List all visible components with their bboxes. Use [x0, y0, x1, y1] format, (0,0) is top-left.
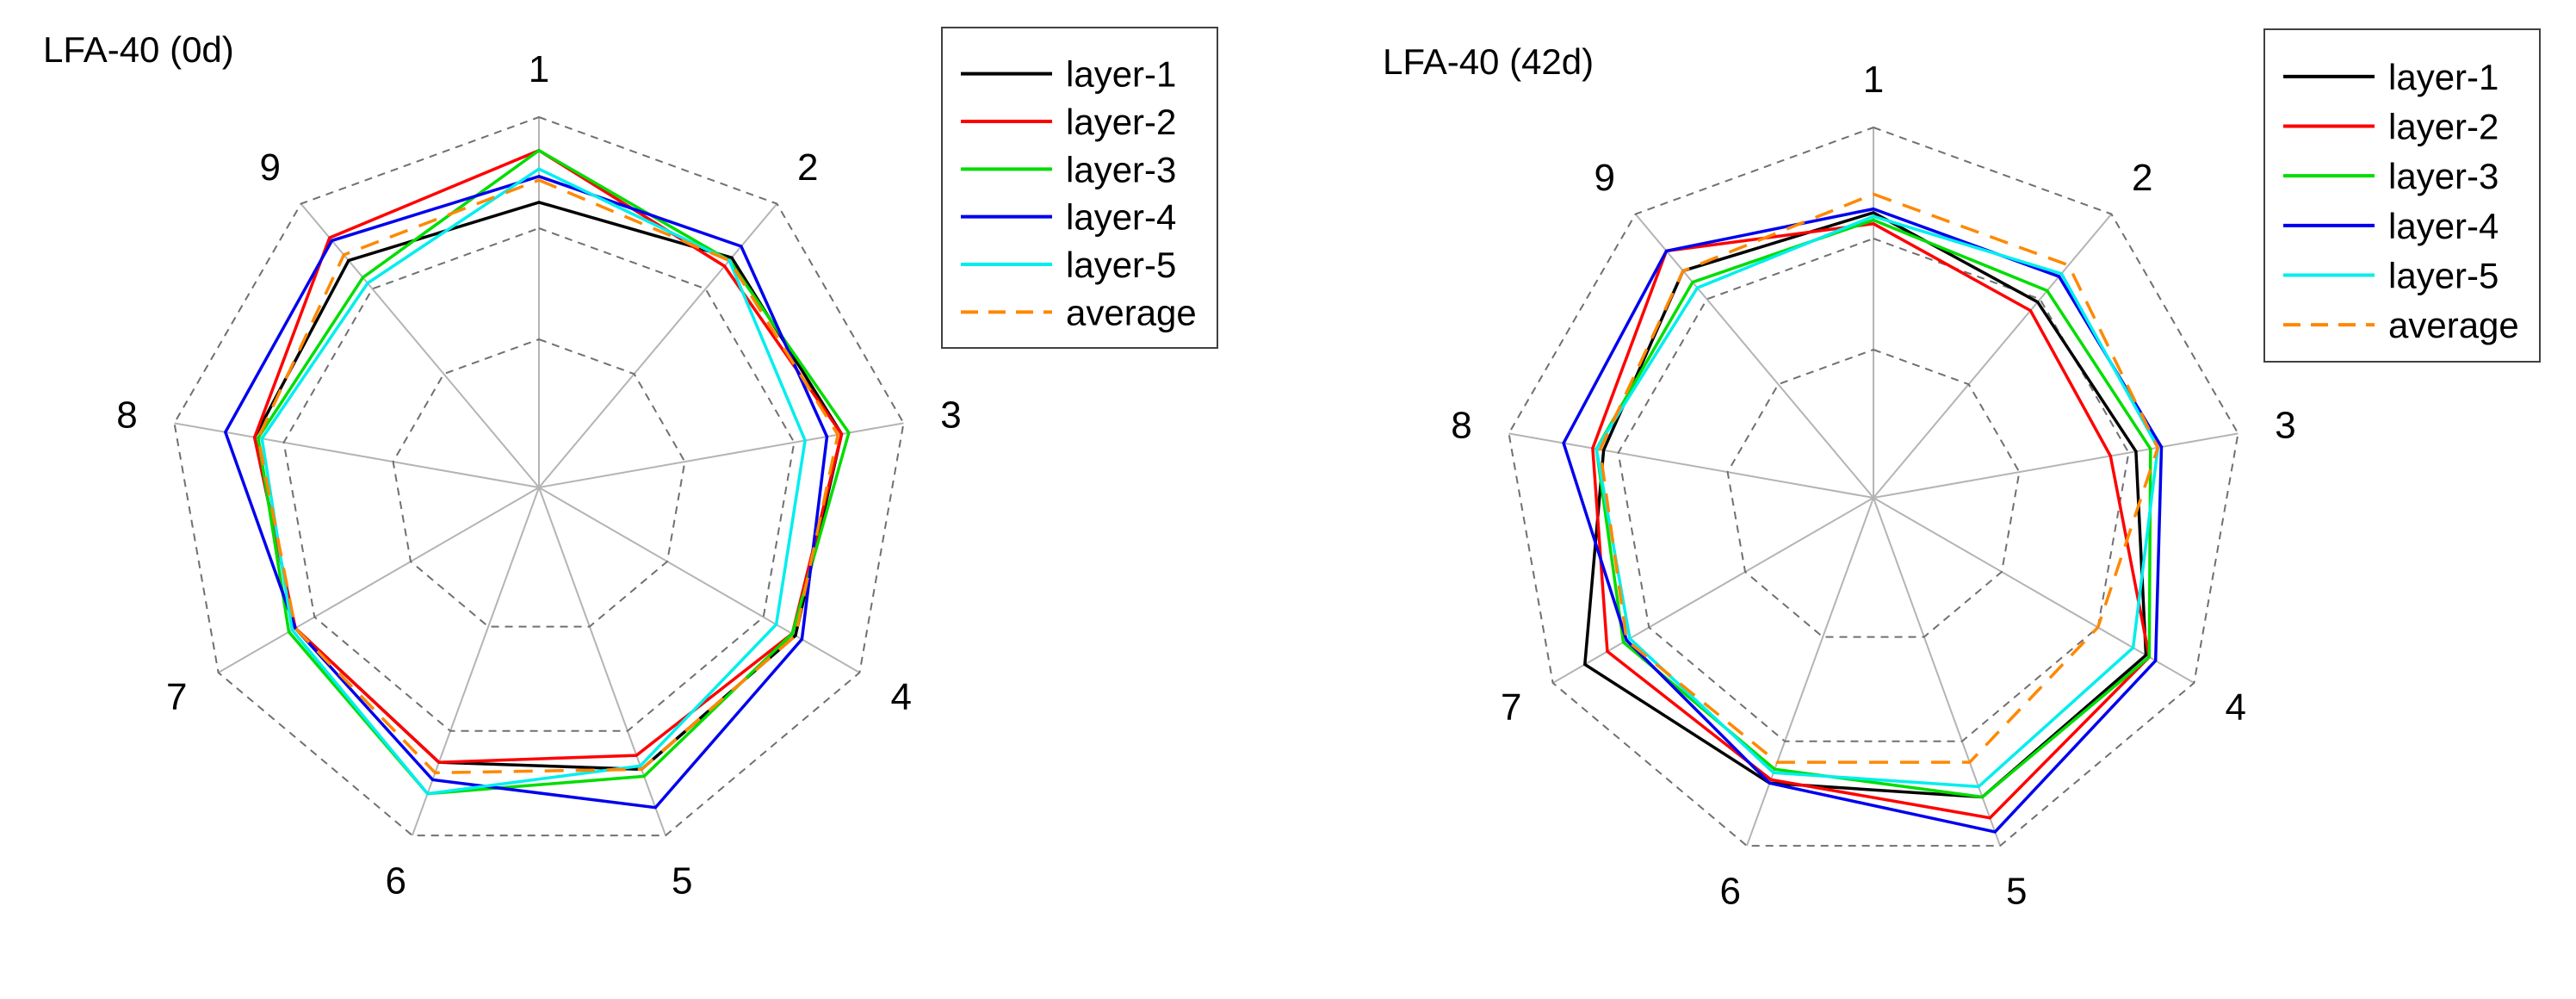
spoke-8	[1508, 432, 1874, 499]
axis-label-6: 6	[386, 860, 406, 903]
series-layer-5	[260, 167, 807, 796]
legend-label-layer-2: layer-2	[1066, 102, 1176, 142]
grid-ring-2	[282, 226, 796, 732]
grid-ring-2	[1617, 237, 2130, 742]
legend-label-layer-3: layer-3	[2388, 156, 2499, 196]
series-layer-4	[223, 174, 829, 810]
spoke-2	[538, 202, 778, 488]
axis-label-1: 1	[1863, 59, 1884, 101]
spoke-7	[218, 487, 540, 673]
series-layer-2	[252, 148, 844, 764]
series-layer-1	[1582, 211, 2148, 799]
legend-label-layer-3: layer-3	[1066, 149, 1176, 189]
axis-label-5: 5	[2006, 871, 2027, 913]
series-layer-4	[1562, 207, 2164, 834]
spoke-6	[1745, 497, 1874, 847]
series-layer-2	[1591, 221, 2152, 820]
legend-box	[941, 27, 1218, 349]
legend: layer-1 layer-2 layer-3 layer-4 layer-5 avera…	[941, 27, 1218, 349]
axis-label-7: 7	[166, 676, 187, 718]
axis-label-9: 9	[259, 146, 280, 189]
legend-label-layer-2: layer-2	[2388, 107, 2499, 147]
series-layer-3	[1595, 218, 2152, 799]
legend-box	[2263, 28, 2541, 363]
axis-label-4: 4	[891, 676, 912, 718]
axis-label-9: 9	[1594, 157, 1614, 199]
series-layer-3	[257, 148, 851, 796]
axis-label-6: 6	[1720, 871, 1741, 913]
spoke-8	[174, 422, 540, 488]
axis-label-4: 4	[2226, 686, 2246, 729]
series-average	[257, 178, 840, 775]
axis-label-2: 2	[2132, 157, 2152, 199]
series-layer-5	[1595, 214, 2160, 789]
spoke-9	[300, 202, 540, 488]
spoke-4	[1873, 497, 2195, 684]
spoke-3	[1873, 432, 2239, 499]
grid-ring-1	[392, 338, 686, 628]
axis-label-8: 8	[116, 394, 137, 437]
legend-label-layer-5: layer-5	[2388, 256, 2499, 296]
grid-ring-1	[1726, 348, 2021, 638]
axis-label-3: 3	[2275, 405, 2295, 447]
spoke-7	[1552, 497, 1874, 684]
legend-label-layer-5: layer-5	[1066, 245, 1176, 285]
legend-label-average: average	[1066, 292, 1197, 332]
axis-label-7: 7	[1501, 686, 1521, 729]
legend: layer-1 layer-2 layer-3 layer-4 layer-5 avera…	[2263, 28, 2541, 363]
spoke-9	[1634, 213, 1874, 499]
spoke-2	[1873, 213, 2113, 499]
spoke-4	[538, 487, 860, 673]
chart-title: LFA-40 (42d)	[1383, 41, 1594, 82]
legend-label-average: average	[2388, 305, 2519, 345]
series-average	[1598, 192, 2160, 764]
axis-label-5: 5	[672, 860, 692, 903]
legend-label-layer-1: layer-1	[1066, 54, 1176, 95]
spoke-6	[411, 487, 540, 836]
axis-label-8: 8	[1451, 405, 1471, 447]
axis-label-1: 1	[529, 48, 549, 90]
chart-title: LFA-40 (0d)	[43, 29, 234, 70]
legend-label-layer-1: layer-1	[2388, 57, 2499, 97]
axis-label-3: 3	[940, 394, 961, 437]
axis-label-2: 2	[797, 146, 818, 189]
legend-label-layer-4: layer-4	[1066, 197, 1176, 238]
legend-label-layer-4: layer-4	[2388, 206, 2499, 246]
